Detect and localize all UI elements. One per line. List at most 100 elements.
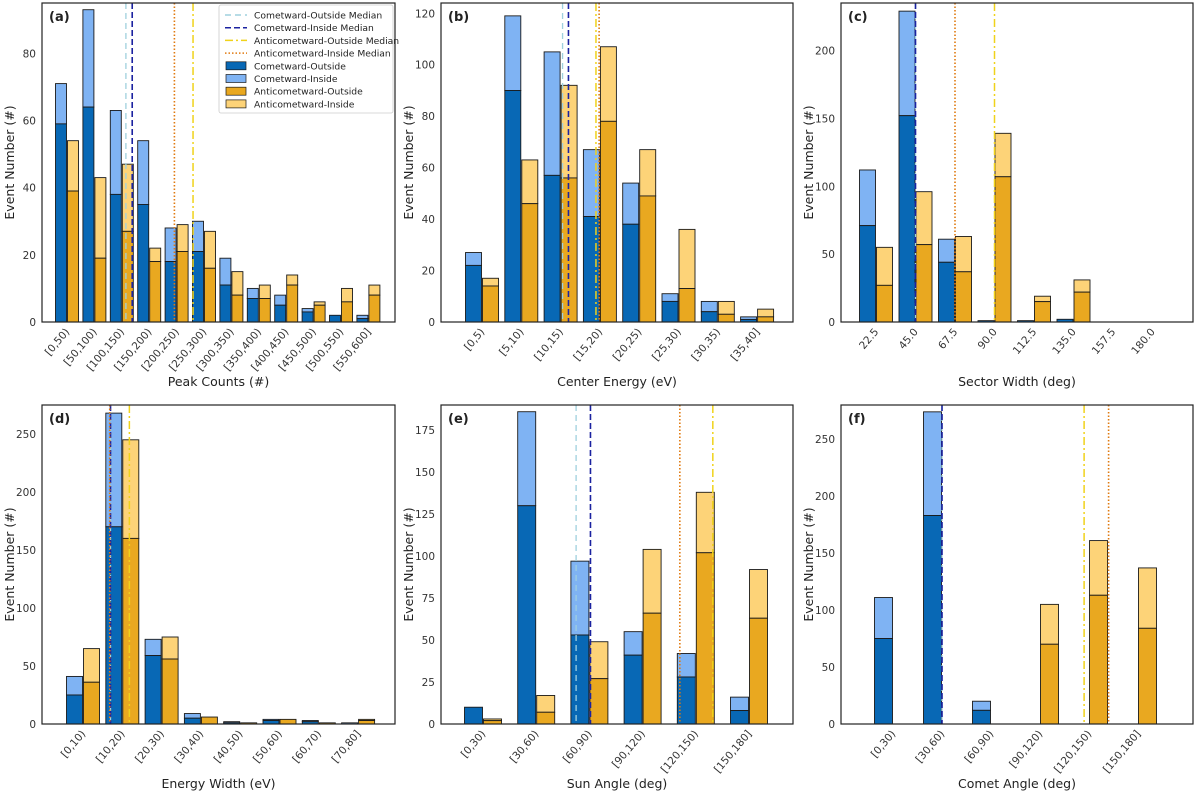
x-tick-label: 45.0 — [897, 326, 921, 352]
cometward-outside-bar — [923, 515, 942, 725]
y-tick-label: 40 — [23, 183, 36, 195]
cometward-inside-bar — [504, 15, 522, 91]
cometward-outside-bar — [66, 694, 83, 725]
x-axis-label: Sector Width (deg) — [958, 374, 1076, 389]
panel-a: 020406080[0,50)[50,100)[100,150)[150,200… — [2, 2, 399, 389]
x-tick-label: [120,150) — [1052, 728, 1094, 775]
legend-label: Cometward-Inside — [254, 74, 338, 85]
anticometward-outside-bar — [589, 678, 609, 725]
x-tick-label: [20,25) — [611, 326, 645, 363]
panel-label: (b) — [448, 10, 469, 25]
cometward-inside-bar — [105, 412, 123, 528]
anticometward-inside-bar — [341, 287, 353, 303]
y-tick-label: 200 — [815, 46, 835, 58]
cometward-inside-bar — [570, 560, 590, 636]
legend-box — [218, 4, 394, 114]
panel-b: 0 20 40 60 80 100 120 [0,5) [5,10) [10,15) [15,20)… — [401, 2, 794, 389]
axes-frame — [440, 404, 794, 725]
cometward-inside-bar — [972, 700, 991, 711]
x-tick-label: 22.5 — [857, 326, 881, 352]
legend-patch-swatch — [225, 61, 247, 71]
anticometward-inside-bar — [1138, 567, 1157, 629]
cometward-outside-bar — [464, 706, 483, 725]
cometward-outside-bar — [623, 654, 643, 725]
x-tick-label: [90,120) — [610, 728, 648, 770]
anticometward-inside-bar — [1089, 540, 1108, 596]
anticometward-inside-bar — [176, 224, 189, 252]
anticometward-outside-bar — [341, 301, 353, 323]
cometward-inside-bar — [192, 220, 204, 252]
x-tick-label: [60,90) — [561, 728, 595, 765]
cometward-outside-bar — [55, 123, 67, 323]
anticometward-outside-bar — [200, 716, 218, 725]
cometward-outside-bar — [972, 709, 991, 725]
y-axis-label: Event Number (#) — [801, 507, 816, 621]
x-tick-label: [20,30) — [133, 728, 167, 765]
y-axis-label: Event Number (#) — [2, 105, 17, 219]
x-tick-label: [30,35) — [689, 326, 723, 363]
y-tick-label: 40 — [422, 214, 435, 226]
x-axis-label: Center Energy (eV) — [557, 374, 677, 389]
anticometward-outside-bar — [642, 612, 662, 725]
cometward-inside-bar — [661, 293, 679, 302]
cometward-outside-bar — [137, 204, 150, 323]
anticometward-outside-bar — [1073, 291, 1091, 323]
x-axis-label: Peak Counts (#) — [168, 374, 270, 389]
cometward-inside-bar — [301, 308, 314, 313]
panel-label: (a) — [49, 10, 70, 25]
y-tick-label: 60 — [23, 116, 36, 128]
anticometward-inside-bar — [717, 300, 735, 315]
anticometward-outside-bar — [717, 313, 735, 323]
anticometward-inside-bar — [149, 247, 162, 263]
y-tick-label: 150 — [16, 545, 36, 557]
y-axis-label: Event Number (#) — [801, 105, 816, 219]
anticometward-outside-bar — [67, 190, 79, 323]
y-axis-label: Event Number (#) — [2, 507, 17, 621]
y-tick-label: 75 — [422, 593, 435, 605]
anticometward-outside-bar — [994, 176, 1012, 323]
anticometward-inside-bar — [258, 284, 271, 299]
legend-patch-swatch — [225, 99, 247, 109]
cometward-inside-bar — [356, 314, 369, 320]
x-tick-label: [150,180] — [712, 728, 754, 775]
y-axis-label: Event Number (#) — [401, 105, 416, 219]
anticometward-outside-bar — [521, 203, 539, 323]
x-tick-label: [0,30) — [869, 728, 898, 760]
x-tick-label: [90,120) — [1007, 728, 1045, 770]
y-tick-label: 0 — [29, 719, 36, 731]
cometward-outside-bar — [82, 106, 95, 323]
anticometward-outside-bar — [204, 267, 216, 323]
x-tick-label: [0,10) — [59, 728, 88, 760]
y-tick-label: 0 — [828, 719, 835, 731]
anticometward-inside-bar — [482, 277, 499, 287]
legend: Cometward-Outside MedianCometward-Inside… — [218, 4, 399, 114]
panel-label: (e) — [448, 412, 469, 427]
anticometward-inside-bar — [599, 46, 617, 122]
anticometward-inside-bar — [639, 149, 657, 197]
y-axis-label: Event Number (#) — [401, 507, 416, 621]
legend-label: Anticometward-Outside — [254, 87, 363, 98]
x-tick-label: [0,30) — [459, 728, 488, 760]
axes-frame — [840, 404, 1194, 725]
cometward-outside-bar — [183, 717, 201, 725]
cometward-outside-bar — [246, 298, 259, 323]
anticometward-outside-bar — [876, 284, 893, 323]
y-tick-label: 0 — [428, 317, 435, 329]
y-tick-label: 100 — [16, 603, 36, 615]
y-tick-label: 175 — [415, 425, 435, 437]
anticometward-inside-bar — [1073, 279, 1091, 293]
cometward-inside-bar — [274, 294, 287, 306]
x-tick-label: [25,30) — [650, 326, 684, 363]
x-tick-label: [50,60) — [251, 728, 285, 765]
anticometward-outside-bar — [279, 718, 297, 725]
anticometward-inside-bar — [876, 246, 893, 286]
cometward-outside-bar — [219, 284, 232, 323]
cometward-outside-bar — [859, 225, 876, 323]
legend-patch-swatch — [225, 86, 247, 96]
x-tick-label: [30,60) — [914, 728, 948, 765]
anticometward-outside-bar — [536, 711, 556, 725]
cometward-outside-bar — [144, 655, 162, 725]
anticometward-inside-bar — [161, 636, 179, 660]
cometward-outside-bar — [874, 638, 893, 725]
